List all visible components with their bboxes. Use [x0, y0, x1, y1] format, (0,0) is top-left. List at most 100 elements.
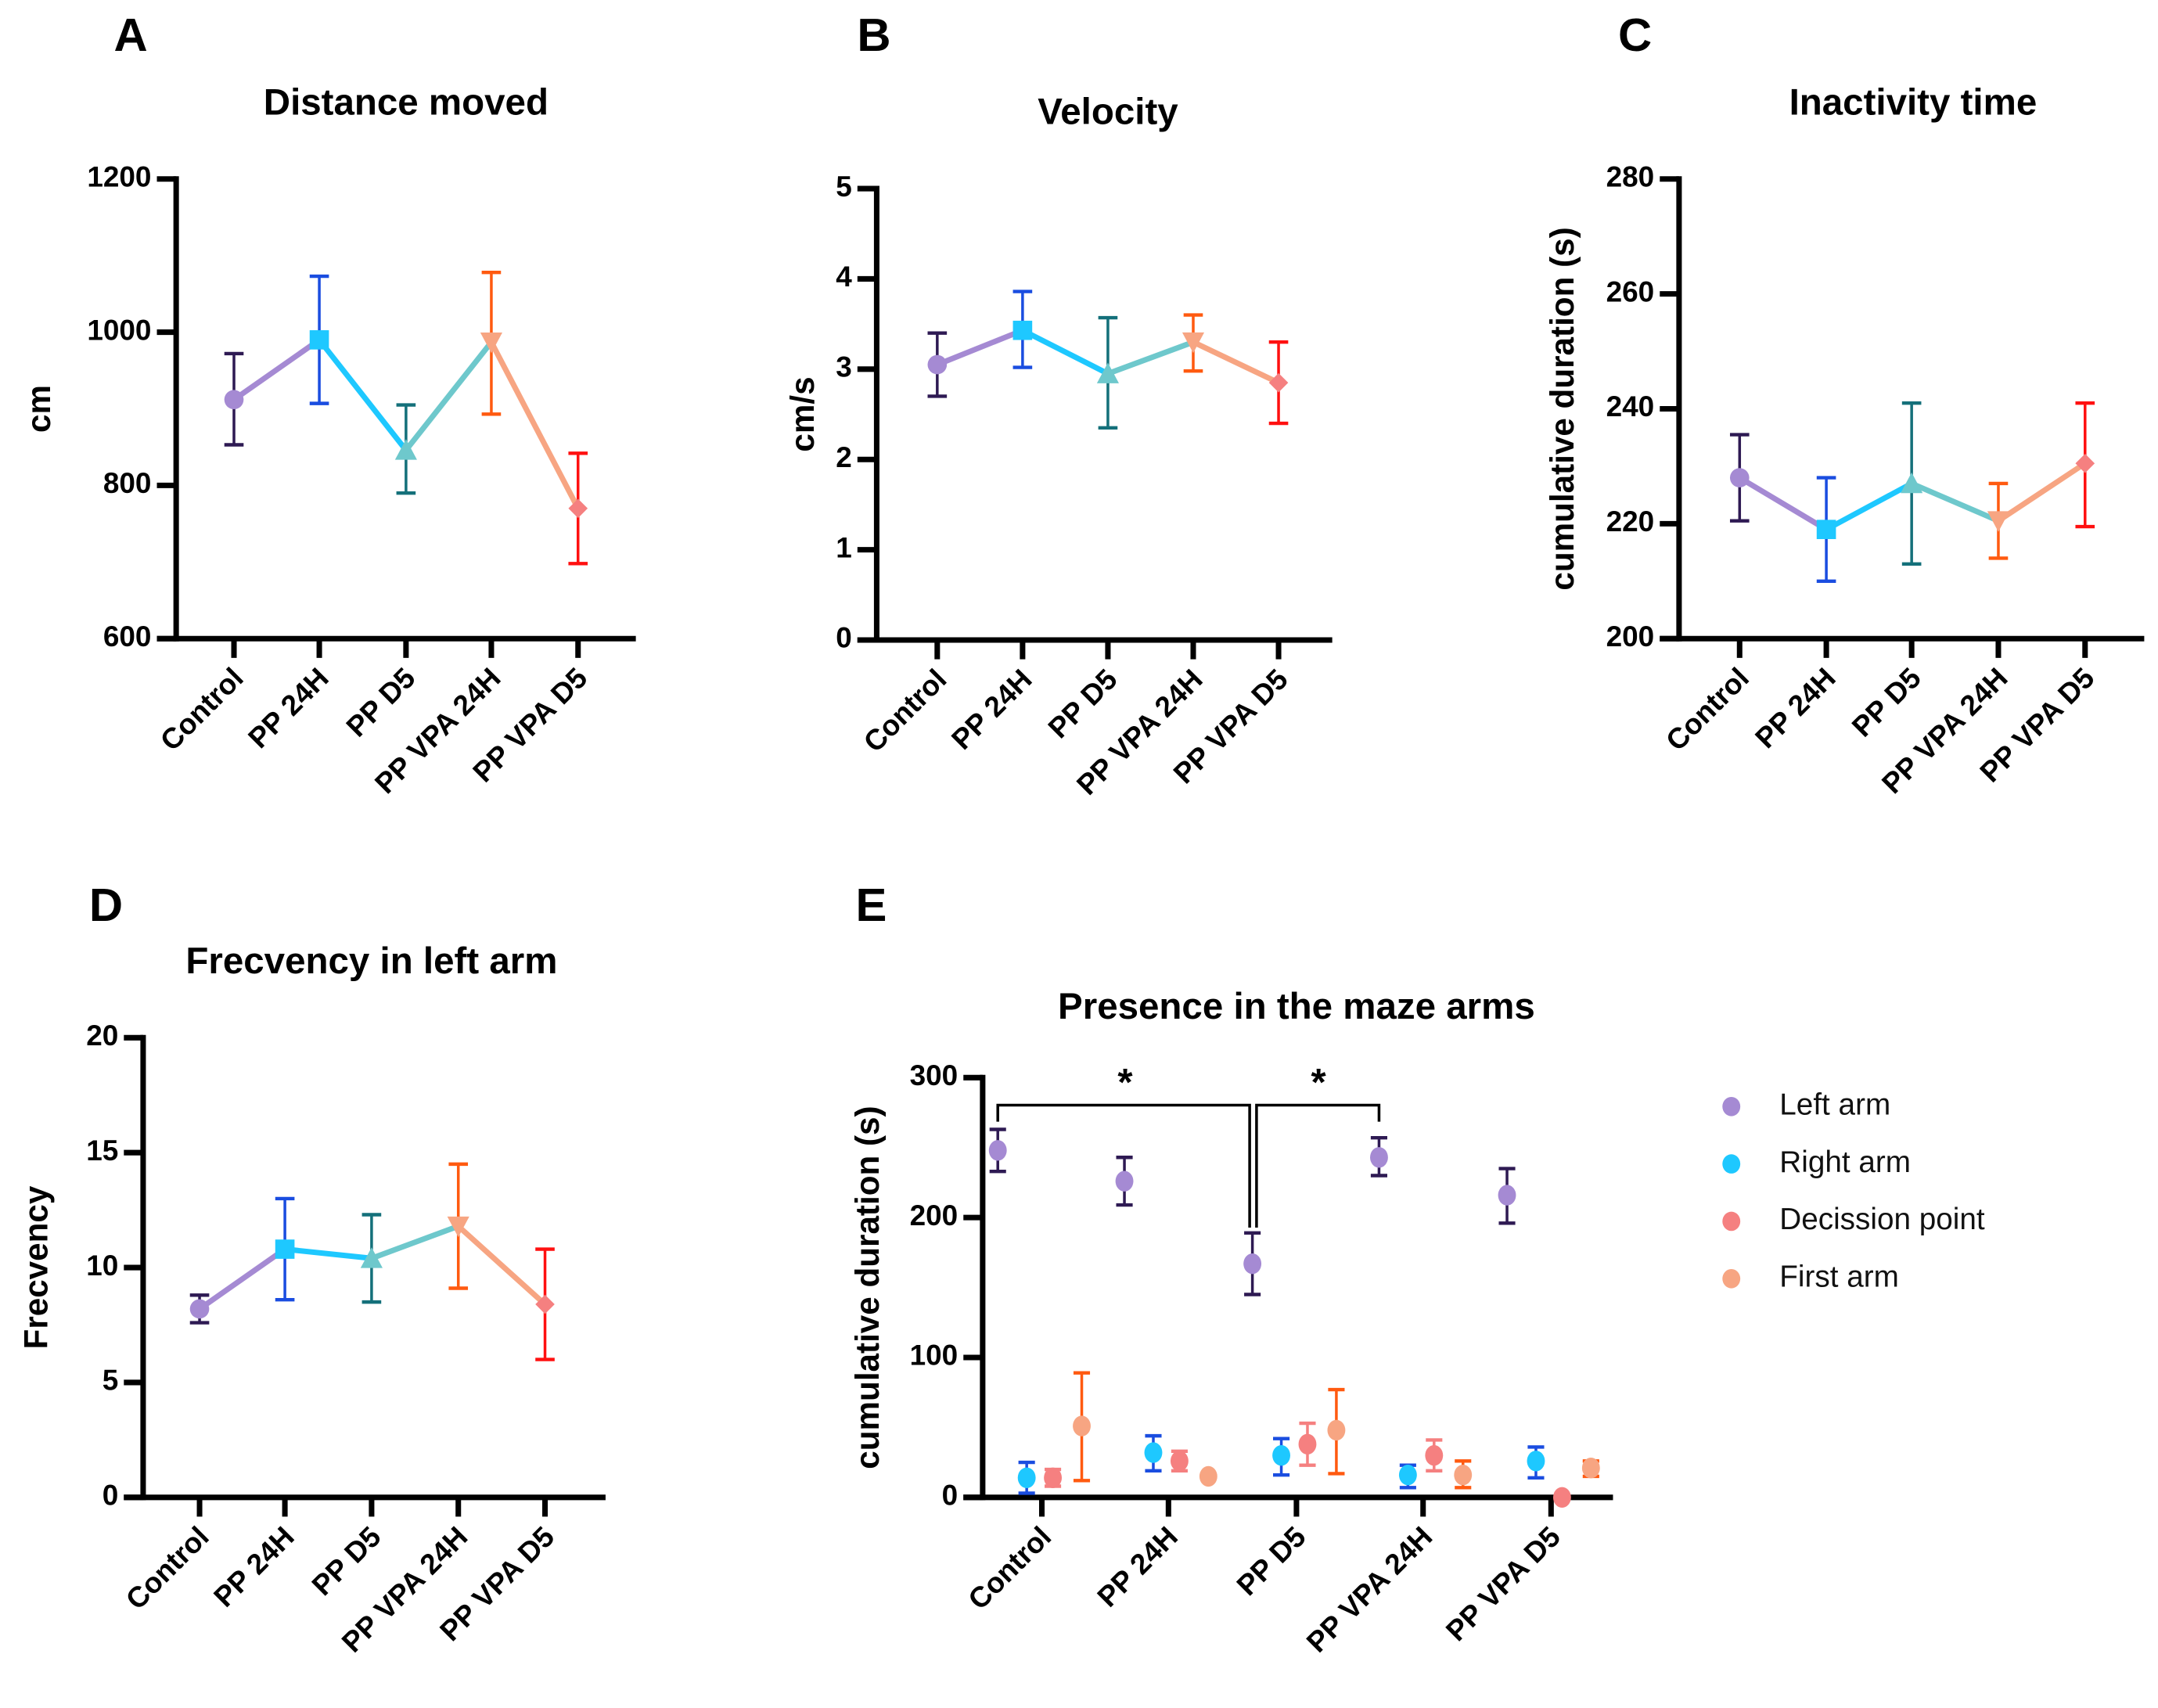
data-point-left-arm	[1243, 1253, 1262, 1275]
square-marker	[275, 1239, 295, 1259]
data-point-right-arm	[1144, 1442, 1163, 1463]
data-point-first-arm	[1073, 1415, 1091, 1437]
chart-title: Distance moved	[264, 81, 548, 123]
x-tick-label: PP D5	[340, 662, 422, 743]
y-tick-label: 3	[836, 351, 852, 383]
x-tick-label: Control	[858, 663, 953, 758]
data-point-right-arm	[1017, 1467, 1036, 1488]
triangle-down-marker	[480, 332, 503, 354]
triangle-marker	[360, 1247, 383, 1268]
y-tick-label: 260	[1606, 275, 1655, 307]
y-axis-label: Frecvency	[17, 1185, 54, 1349]
y-axis-label: cm	[20, 385, 57, 433]
chart-title: Inactivity time	[1789, 81, 2038, 123]
y-tick-label: 5	[103, 1365, 119, 1397]
legend-label: Right arm	[1779, 1145, 1911, 1179]
series-line-segment	[1106, 339, 1195, 376]
legend-label: First arm	[1779, 1260, 1899, 1294]
square-marker	[309, 330, 329, 350]
panel-E: E Presence in the maze arms cumulative dur…	[849, 879, 1985, 1659]
series-line-segment	[404, 340, 494, 452]
data-point-first-arm	[1199, 1465, 1217, 1487]
y-tick-label: 300	[910, 1059, 959, 1091]
y-axis-label: cm/s	[784, 376, 821, 451]
data-point-first-arm	[1327, 1419, 1346, 1441]
y-tick-label: 200	[1606, 620, 1655, 653]
significance-star: *	[1311, 1061, 1326, 1104]
x-tick-label: PP 24H	[1749, 662, 1841, 754]
x-tick-label: Control	[1660, 662, 1755, 757]
series-line-segment	[1997, 461, 2087, 523]
panel-letter: C	[1618, 9, 1652, 61]
data-point-decission-point	[1425, 1444, 1444, 1466]
y-tick-label: 240	[1606, 390, 1655, 423]
triangle-marker	[1901, 472, 1923, 494]
data-point-decission-point	[1298, 1433, 1317, 1455]
data-point-left-arm	[1498, 1185, 1516, 1206]
panel-letter: E	[855, 879, 887, 931]
x-tick-label: PP VPA D5	[1440, 1520, 1566, 1647]
y-tick-label: 100	[910, 1339, 959, 1372]
diamond-marker	[1268, 372, 1289, 393]
y-tick-label: 220	[1606, 505, 1655, 538]
x-tick-label: PP D5	[306, 1520, 387, 1602]
legend-marker	[1722, 1096, 1741, 1116]
legend-label: Decission point	[1779, 1203, 1985, 1236]
series-line-segment	[1910, 480, 2000, 523]
legend-label: Left arm	[1779, 1088, 1890, 1121]
data-point-left-arm	[1115, 1170, 1134, 1192]
data-point-right-arm	[1272, 1444, 1290, 1466]
panel-C: C Inactivity time cumulative duration (s) 2…	[1544, 9, 2145, 800]
panel-D: D Frecvency in left arm Frecvency 0 5 10 15 20 C…	[17, 879, 606, 1659]
triangle-marker	[394, 439, 417, 460]
series-line-segment	[1192, 340, 1280, 386]
x-tick-label: Control	[154, 662, 250, 757]
y-tick-label: 4	[836, 261, 852, 293]
diamond-marker	[535, 1294, 555, 1314]
data-point-left-arm	[1370, 1147, 1388, 1168]
circle-marker	[189, 1299, 210, 1319]
y-tick-label: 0	[942, 1480, 959, 1512]
x-tick-label: Control	[962, 1520, 1057, 1616]
x-tick-label: PP 24H	[207, 1520, 300, 1613]
chart-title: Presence in the maze arms	[1058, 986, 1535, 1027]
significance-bracket	[1255, 1103, 1381, 1228]
significance-bracket	[996, 1103, 1251, 1228]
series-line-segment	[936, 327, 1024, 368]
x-tick-label: Control	[120, 1520, 215, 1616]
series-line-segment	[317, 338, 408, 452]
series-line-segment	[1738, 475, 1828, 532]
square-marker	[1012, 320, 1033, 340]
y-axis-label: cumulative duration (s)	[849, 1106, 886, 1469]
x-tick-label: PP 24H	[1092, 1520, 1184, 1613]
data-point-decission-point	[1170, 1451, 1189, 1472]
x-tick-label: PP 24H	[945, 663, 1038, 755]
data-point-right-arm	[1398, 1464, 1417, 1486]
series-line-segment	[488, 340, 581, 510]
panel-letter: A	[114, 9, 148, 61]
y-tick-label: 15	[86, 1134, 118, 1167]
triangle-down-marker	[1987, 511, 2010, 532]
series-line-segment	[284, 1246, 372, 1261]
panel-letter: D	[89, 879, 123, 931]
series-line-segment	[1021, 328, 1110, 376]
panel-letter: B	[857, 9, 890, 61]
y-tick-label: 280	[1606, 160, 1655, 192]
y-tick-label: 1000	[87, 314, 151, 346]
x-tick-label: PP D5	[1846, 662, 1927, 743]
data-point-decission-point	[1552, 1487, 1571, 1508]
y-tick-label: 10	[86, 1250, 118, 1282]
x-tick-label: PP VPA 24H	[1300, 1520, 1439, 1659]
series-line-segment	[1825, 480, 1913, 532]
y-tick-label: 2	[836, 441, 852, 473]
circle-marker	[927, 354, 948, 375]
triangle-down-marker	[1182, 332, 1205, 354]
circle-marker	[224, 390, 244, 410]
diamond-marker	[568, 498, 588, 519]
x-tick-label: PP D5	[1231, 1520, 1312, 1602]
y-tick-label: 0	[103, 1480, 119, 1512]
series-line-segment	[232, 337, 322, 402]
data-point-first-arm	[1581, 1458, 1600, 1479]
